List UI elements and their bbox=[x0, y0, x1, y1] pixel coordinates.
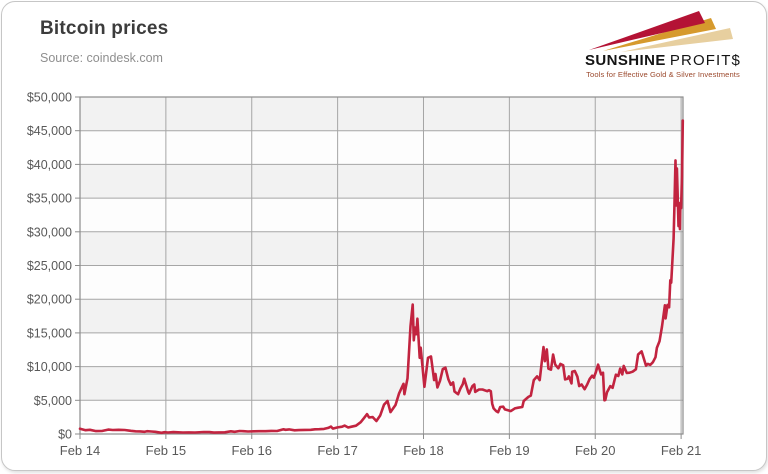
price-line bbox=[78, 119, 685, 435]
x-tick-label: Feb 18 bbox=[403, 443, 443, 458]
plot-band bbox=[80, 97, 683, 131]
logo-brand-light: PROFIT$ bbox=[669, 52, 741, 69]
sunshine-profits-logo: SUNSHINE PROFIT$ Tools for Effective Gol… bbox=[574, 10, 752, 79]
plot-border bbox=[79, 96, 684, 435]
plot-band bbox=[80, 231, 683, 266]
plot-band bbox=[80, 130, 683, 165]
logo-brand-bold: SUNSHINE bbox=[585, 52, 666, 69]
x-tick-label: Feb 20 bbox=[575, 443, 615, 458]
page-title: Bitcoin prices bbox=[40, 18, 169, 39]
y-tick-label: $25,000 bbox=[27, 259, 72, 273]
x-tick-label: Feb 21 bbox=[661, 443, 701, 458]
plot-band bbox=[80, 265, 683, 300]
x-tick-label: Feb 19 bbox=[489, 443, 529, 458]
y-tick-label: $10,000 bbox=[27, 360, 72, 374]
y-tick-label: $35,000 bbox=[27, 192, 72, 206]
plot-band bbox=[80, 366, 683, 401]
y-tick-label: $45,000 bbox=[27, 124, 72, 138]
y-tick-label: $15,000 bbox=[27, 326, 72, 340]
logo-arrows-icon bbox=[589, 11, 733, 52]
x-tick-label: Feb 17 bbox=[317, 443, 357, 458]
x-tick-label: Feb 14 bbox=[60, 443, 100, 458]
source-label: Source: coindesk.com bbox=[40, 51, 163, 65]
y-tick-label: $20,000 bbox=[27, 293, 72, 307]
plot-band bbox=[80, 299, 683, 333]
logo-tagline: Tools for Effective Gold & Silver Invest… bbox=[586, 70, 740, 79]
y-tick-label: $30,000 bbox=[27, 225, 72, 239]
plot-band bbox=[80, 164, 683, 199]
y-tick-label: $5,000 bbox=[34, 394, 72, 408]
y-tick-label: $0 bbox=[58, 428, 72, 442]
plot-band bbox=[80, 198, 683, 232]
plot-band bbox=[80, 400, 683, 434]
x-tick-label: Feb 16 bbox=[232, 443, 272, 458]
logo-arrow-pale bbox=[621, 28, 733, 52]
logo-arrow-red bbox=[589, 11, 705, 50]
y-tick-label: $50,000 bbox=[27, 91, 72, 105]
y-tick-label: $40,000 bbox=[27, 158, 72, 172]
logo-brand: SUNSHINE PROFIT$ bbox=[574, 53, 752, 68]
plot-band bbox=[80, 332, 683, 367]
x-tick-label: Feb 15 bbox=[146, 443, 186, 458]
